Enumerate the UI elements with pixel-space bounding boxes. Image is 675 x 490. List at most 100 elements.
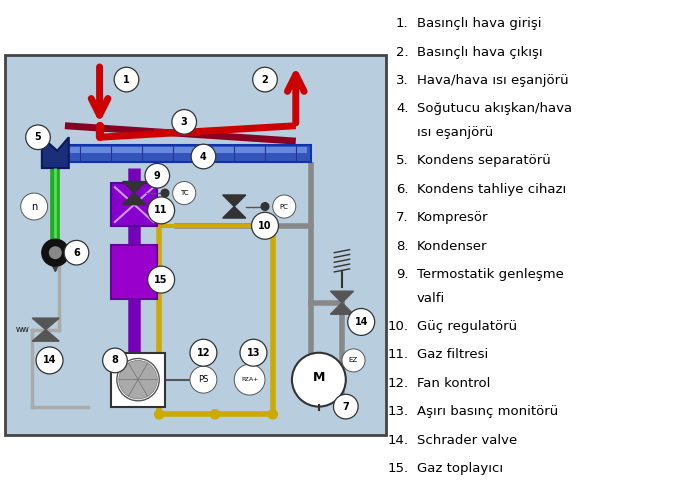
Text: Schrader valve: Schrader valve [417, 434, 517, 447]
Polygon shape [330, 303, 354, 314]
Circle shape [252, 67, 277, 92]
Text: 9.: 9. [396, 268, 408, 281]
Text: Hava/hava ısı eşanjörü: Hava/hava ısı eşanjörü [417, 74, 568, 87]
Text: 7: 7 [342, 402, 349, 412]
Text: 3.: 3. [396, 74, 408, 87]
Text: n: n [31, 201, 37, 212]
Text: ısı eşanjörü: ısı eşanjörü [417, 126, 493, 139]
FancyBboxPatch shape [111, 245, 157, 299]
Circle shape [172, 110, 196, 134]
Wedge shape [138, 363, 157, 380]
Text: Fan kontrol: Fan kontrol [417, 377, 491, 390]
Text: PS: PS [198, 375, 209, 384]
FancyBboxPatch shape [111, 183, 157, 226]
Circle shape [234, 364, 265, 395]
Text: 6.: 6. [396, 183, 408, 196]
Circle shape [26, 125, 51, 149]
Text: 10: 10 [259, 221, 272, 231]
Circle shape [114, 67, 139, 92]
FancyBboxPatch shape [111, 353, 165, 407]
Circle shape [117, 359, 159, 401]
Wedge shape [119, 380, 138, 396]
Wedge shape [128, 380, 148, 399]
Text: 8: 8 [111, 355, 118, 366]
Circle shape [148, 197, 175, 224]
Text: 5.: 5. [396, 154, 408, 168]
Text: Termostatik genleşme: Termostatik genleşme [417, 268, 564, 281]
Text: 5: 5 [34, 132, 41, 142]
Wedge shape [119, 363, 138, 380]
Circle shape [21, 193, 48, 220]
Text: 15.: 15. [387, 462, 408, 475]
Circle shape [42, 239, 69, 266]
Text: 12.: 12. [387, 377, 408, 390]
Polygon shape [123, 193, 146, 205]
Circle shape [211, 410, 219, 419]
Circle shape [333, 394, 358, 419]
Text: 13.: 13. [387, 405, 408, 418]
Circle shape [103, 348, 128, 373]
Polygon shape [330, 291, 354, 303]
Circle shape [342, 349, 365, 372]
Text: 4: 4 [200, 151, 207, 162]
Text: 2.: 2. [396, 46, 408, 59]
Circle shape [273, 195, 296, 218]
Text: Soğutucu akışkan/hava: Soğutucu akışkan/hava [417, 102, 572, 116]
Text: Kondens tahliye cihazı: Kondens tahliye cihazı [417, 183, 566, 196]
Text: 12: 12 [196, 348, 210, 358]
Circle shape [190, 366, 217, 393]
Text: Kompresör: Kompresör [417, 211, 489, 224]
Circle shape [240, 339, 267, 366]
Text: 14: 14 [43, 355, 56, 366]
Text: WW: WW [16, 327, 30, 333]
Text: 6: 6 [73, 248, 80, 258]
Polygon shape [42, 137, 69, 168]
Text: EZ: EZ [349, 357, 358, 364]
Wedge shape [138, 380, 157, 396]
Text: Kondens separatörü: Kondens separatörü [417, 154, 551, 168]
Text: 8.: 8. [396, 240, 408, 253]
Circle shape [191, 144, 216, 169]
Text: PC: PC [280, 203, 289, 210]
Text: 10.: 10. [387, 320, 408, 333]
Text: Basınçlı hava girişi: Basınçlı hava girişi [417, 17, 541, 30]
Circle shape [252, 212, 279, 239]
Text: Aşırı basınç monitörü: Aşırı basınç monitörü [417, 405, 558, 418]
Text: PZA+: PZA+ [241, 377, 259, 382]
Text: Güç regulatörü: Güç regulatörü [417, 320, 517, 333]
Circle shape [348, 309, 375, 336]
Text: Gaz toplayıcı: Gaz toplayıcı [417, 462, 503, 475]
Circle shape [173, 181, 196, 205]
Circle shape [49, 247, 61, 258]
Wedge shape [128, 361, 148, 380]
Polygon shape [223, 206, 246, 218]
Polygon shape [123, 181, 146, 193]
Text: 11: 11 [155, 205, 168, 216]
Circle shape [36, 347, 63, 374]
FancyBboxPatch shape [5, 54, 386, 436]
Circle shape [161, 189, 169, 197]
Text: 13: 13 [246, 348, 260, 358]
Polygon shape [223, 195, 246, 206]
Circle shape [145, 164, 169, 188]
Polygon shape [32, 318, 59, 330]
Text: Basınçlı hava çıkışı: Basınçlı hava çıkışı [417, 46, 543, 59]
FancyBboxPatch shape [69, 147, 307, 153]
Text: 2: 2 [262, 74, 269, 85]
Circle shape [64, 241, 89, 265]
Text: 3: 3 [181, 117, 188, 127]
Circle shape [148, 266, 175, 293]
Text: 7.: 7. [396, 211, 408, 224]
Text: M: M [313, 371, 325, 384]
Text: 1.: 1. [396, 17, 408, 30]
Text: 1: 1 [123, 74, 130, 85]
Circle shape [155, 410, 164, 419]
Text: valfi: valfi [417, 292, 446, 305]
Circle shape [190, 339, 217, 366]
Text: 14.: 14. [387, 434, 408, 447]
Text: 9: 9 [154, 171, 161, 181]
Polygon shape [32, 330, 59, 341]
Circle shape [292, 353, 346, 407]
Text: 14: 14 [354, 317, 368, 327]
Text: 11.: 11. [387, 348, 408, 362]
